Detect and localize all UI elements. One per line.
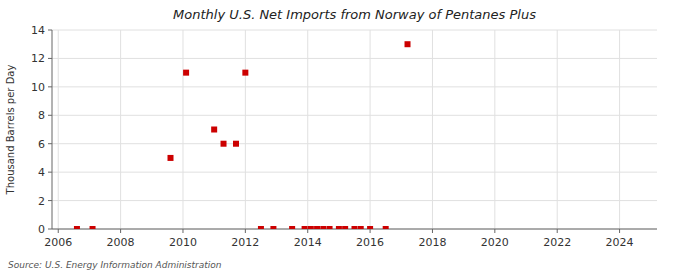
grid (52, 30, 657, 229)
x-tick (307, 229, 308, 233)
point (211, 127, 217, 133)
axes: 0 2 4 6 8 10 12 14 2006 2008 2010 2012 2014 2016 2018 2… (31, 24, 657, 249)
y-tick-label: 2 (38, 195, 45, 208)
point (183, 70, 189, 76)
y-tick-label: 6 (38, 138, 45, 151)
background (0, 0, 675, 275)
point (168, 155, 174, 161)
x-tick-label: 2018 (418, 236, 446, 249)
x-grid-line (432, 30, 433, 229)
y-axis-line (52, 30, 53, 229)
annotation: Source: U.S. Energy Information Administ… (8, 260, 222, 270)
point (314, 226, 320, 229)
y-tick (48, 143, 52, 144)
page: {"chart_data": {"type": "scatter", "titl… (0, 0, 675, 275)
x-tick (432, 229, 433, 233)
y-tick (48, 172, 52, 173)
point (221, 141, 227, 147)
y-tick (48, 115, 52, 116)
y-grid-line (52, 30, 657, 31)
point (352, 226, 358, 229)
point (289, 226, 295, 229)
x-tick (557, 229, 558, 233)
point (302, 226, 308, 229)
x-tick (58, 229, 59, 233)
x-grid-line (370, 30, 371, 229)
y-axis-label: Thousand Barrels per Day (5, 65, 16, 196)
point (308, 226, 314, 229)
x-tick-label: 2024 (606, 236, 634, 249)
point (383, 226, 389, 229)
point (270, 226, 276, 229)
x-grid-line (619, 30, 620, 229)
point (242, 70, 248, 76)
x-tick (120, 229, 121, 233)
y-tick (48, 229, 52, 230)
x-tick (182, 229, 183, 233)
point (74, 226, 80, 229)
title: Monthly U.S. Net Imports from Norway of … (173, 7, 536, 22)
x-tick-label: 2006 (44, 236, 72, 249)
point (233, 141, 239, 147)
points (74, 41, 411, 229)
y-tick-label: 0 (38, 223, 45, 236)
y-tick-label: 4 (38, 166, 45, 179)
x-tick-label: 2014 (294, 236, 322, 249)
x-tick (370, 229, 371, 233)
chart: 0 2 4 6 8 10 12 14 2006 2008 2010 2012 2014 2016 2018 2… (0, 0, 675, 275)
y-tick-label: 12 (31, 52, 45, 65)
point (90, 226, 96, 229)
point (258, 226, 264, 229)
x-tick-label: 2022 (543, 236, 571, 249)
y-grid-line (52, 58, 657, 59)
y-tick (48, 200, 52, 201)
x-grid-line (245, 30, 246, 229)
y-tick (48, 58, 52, 59)
x-tick-label: 2016 (356, 236, 384, 249)
y-grid-line (52, 86, 657, 87)
x-tick (619, 229, 620, 233)
y-tick (48, 86, 52, 87)
x-tick-label: 2012 (231, 236, 259, 249)
x-grid-line (58, 30, 59, 229)
point (342, 226, 348, 229)
y-grid-line (52, 143, 657, 144)
y-tick (48, 30, 52, 31)
x-grid-line (557, 30, 558, 229)
point (320, 226, 326, 229)
point (405, 41, 411, 47)
x-tick-label: 2010 (169, 236, 197, 249)
x-grid-line (120, 30, 121, 229)
point (327, 226, 333, 229)
point (336, 226, 342, 229)
y-grid-line (52, 200, 657, 201)
x-tick-label: 2008 (107, 236, 135, 249)
x-tick-label: 2020 (481, 236, 509, 249)
y-tick-label: 8 (38, 109, 45, 122)
x-grid-line (307, 30, 308, 229)
x-grid-line (494, 30, 495, 229)
point (358, 226, 364, 229)
y-grid-line (52, 115, 657, 116)
x-tick (245, 229, 246, 233)
x-grid-line (182, 30, 183, 229)
y-tick-label: 10 (31, 81, 45, 94)
y-tick-label: 14 (31, 24, 45, 37)
x-tick (494, 229, 495, 233)
y-grid-line (52, 172, 657, 173)
point (367, 226, 373, 229)
